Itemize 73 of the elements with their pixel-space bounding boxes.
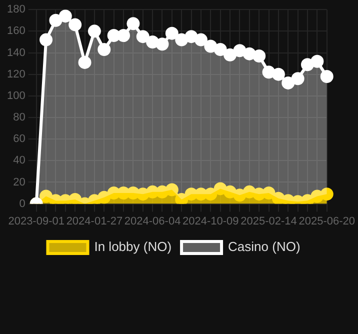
point [272, 68, 285, 81]
y-tick-label: 20 [13, 176, 26, 188]
point [136, 188, 150, 201]
point [98, 43, 111, 56]
point [126, 17, 140, 30]
point [175, 33, 188, 46]
point [58, 10, 72, 23]
point [233, 44, 246, 58]
point [242, 47, 256, 60]
point [49, 14, 62, 27]
point [88, 24, 101, 38]
point [68, 18, 82, 32]
point [252, 49, 266, 62]
point [272, 192, 285, 204]
point [126, 186, 140, 200]
point [291, 72, 304, 86]
point [58, 194, 72, 204]
point [310, 190, 324, 203]
x-tick-label: 2024-01-27 [66, 215, 123, 228]
x-tick-label: 2025-06-20 [298, 215, 356, 228]
point [214, 182, 227, 196]
point [214, 43, 227, 56]
point [156, 38, 169, 51]
point [156, 185, 169, 198]
point [233, 188, 246, 202]
y-tick-label: 160 [6, 25, 26, 38]
x-tick-label: 2024-10-09 [182, 215, 239, 228]
point [117, 28, 130, 42]
point [204, 188, 218, 201]
point [78, 56, 92, 69]
y-tick-label: 80 [13, 112, 26, 124]
point [68, 192, 82, 204]
point [320, 70, 334, 83]
point [262, 66, 276, 79]
legend-label: Casino (NO) [228, 239, 300, 254]
point [136, 30, 150, 44]
point [301, 58, 314, 72]
point [165, 26, 178, 40]
point [88, 194, 101, 204]
point [282, 194, 295, 204]
point [242, 185, 256, 198]
point [224, 48, 237, 62]
y-tick-label: 100 [6, 90, 26, 102]
point [184, 30, 198, 44]
point [320, 188, 334, 201]
point [117, 186, 130, 200]
point [40, 33, 53, 46]
point [165, 183, 178, 196]
y-tick-label: 180 [6, 4, 26, 16]
point [224, 185, 237, 198]
point [204, 40, 218, 53]
point [49, 194, 62, 204]
x-tick-label: 2024-06-04 [124, 215, 181, 228]
point [194, 33, 208, 46]
x-tick-label: 2025-02-14 [240, 215, 297, 228]
point [252, 188, 266, 201]
x-tick-label: 2023-09-01 [8, 215, 64, 228]
y-tick-label: 140 [6, 46, 26, 59]
point [146, 35, 160, 48]
point [282, 76, 295, 90]
y-tick-label: 40 [13, 154, 26, 167]
y-tick-label: 120 [6, 68, 26, 80]
point [146, 185, 160, 198]
y-tick-label: 0 [19, 198, 26, 210]
point [98, 190, 111, 204]
point [310, 54, 324, 68]
point [262, 186, 276, 200]
point [194, 188, 208, 201]
legend-label: In lobby (NO) [94, 239, 172, 254]
point [301, 194, 314, 204]
point [40, 190, 53, 203]
point [175, 192, 188, 204]
y-tick-label: 60 [13, 133, 26, 146]
